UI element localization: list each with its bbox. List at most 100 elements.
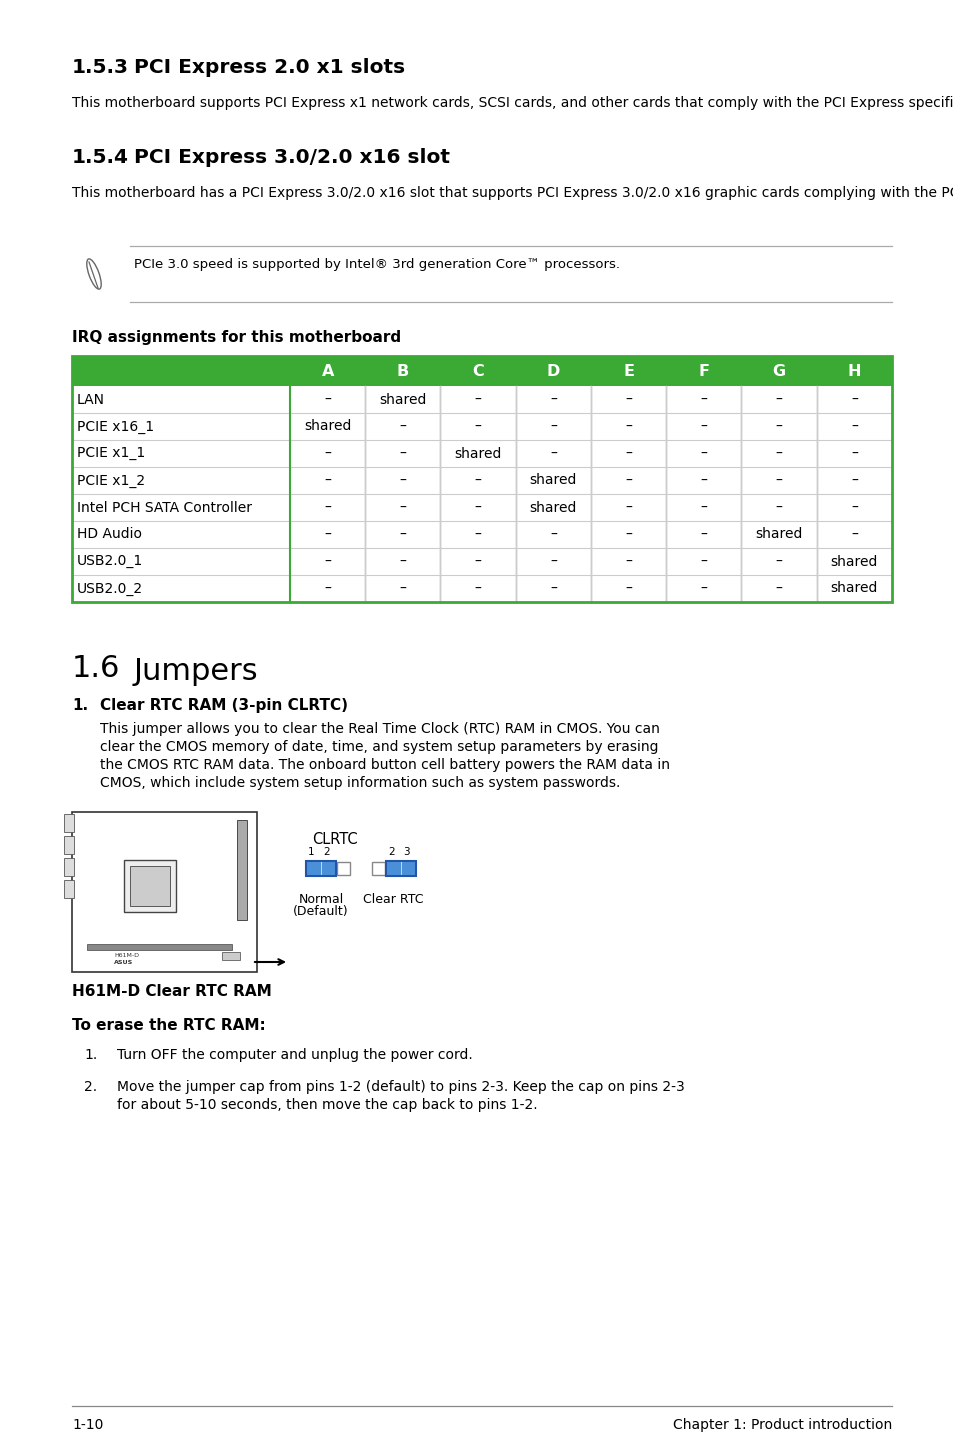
Text: CLRTC: CLRTC: [312, 833, 357, 847]
Text: IRQ assignments for this motherboard: IRQ assignments for this motherboard: [71, 329, 400, 345]
Bar: [71, 357, 891, 385]
Bar: [386, 861, 416, 876]
Text: –: –: [700, 420, 706, 433]
Text: A: A: [321, 364, 334, 378]
Text: Chapter 1: Product introduction: Chapter 1: Product introduction: [672, 1418, 891, 1432]
Text: –: –: [700, 393, 706, 407]
Text: –: –: [850, 528, 857, 542]
Bar: [71, 812, 256, 972]
Bar: [372, 861, 385, 874]
Bar: [306, 861, 335, 876]
Bar: [387, 861, 399, 874]
Bar: [401, 861, 415, 874]
Text: 1.: 1.: [84, 1048, 97, 1063]
Text: –: –: [624, 528, 632, 542]
Text: To erase the RTC RAM:: To erase the RTC RAM:: [71, 1018, 266, 1032]
Text: 2: 2: [388, 847, 395, 857]
Text: –: –: [775, 473, 781, 487]
Bar: [322, 861, 335, 874]
Bar: [130, 866, 170, 906]
Text: B: B: [396, 364, 409, 378]
Text: 3: 3: [402, 847, 409, 857]
Text: (Default): (Default): [293, 905, 349, 917]
Text: H61M-D: H61M-D: [113, 953, 139, 958]
Text: –: –: [700, 447, 706, 460]
Text: –: –: [624, 581, 632, 595]
Text: –: –: [399, 447, 406, 460]
Text: Move the jumper cap from pins 1-2 (default) to pins 2-3. Keep the cap on pins 2-: Move the jumper cap from pins 1-2 (defau…: [117, 1080, 684, 1094]
Text: for about 5-10 seconds, then move the cap back to pins 1-2.: for about 5-10 seconds, then move the ca…: [117, 1099, 537, 1112]
Text: clear the CMOS memory of date, time, and system setup parameters by erasing: clear the CMOS memory of date, time, and…: [100, 741, 658, 754]
Text: This motherboard supports PCI Express x1 network cards, SCSI cards, and other ca: This motherboard supports PCI Express x1…: [71, 96, 953, 109]
Text: –: –: [475, 581, 481, 595]
Text: shared: shared: [830, 555, 877, 568]
Text: Normal: Normal: [298, 893, 343, 906]
Text: LAN: LAN: [77, 393, 105, 407]
Text: F: F: [698, 364, 709, 378]
Text: –: –: [324, 555, 331, 568]
Text: PCIE x1_2: PCIE x1_2: [77, 473, 145, 487]
Text: –: –: [850, 420, 857, 433]
Text: 1-10: 1-10: [71, 1418, 103, 1432]
Text: shared: shared: [830, 581, 877, 595]
Text: –: –: [850, 473, 857, 487]
Text: 1.: 1.: [71, 697, 88, 713]
Text: shared: shared: [304, 420, 351, 433]
Text: Intel PCH SATA Controller: Intel PCH SATA Controller: [77, 500, 252, 515]
Text: –: –: [700, 473, 706, 487]
Text: E: E: [622, 364, 634, 378]
Text: USB2.0_2: USB2.0_2: [77, 581, 143, 595]
Text: –: –: [475, 393, 481, 407]
Text: PCI Express 3.0/2.0 x16 slot: PCI Express 3.0/2.0 x16 slot: [133, 148, 450, 167]
Text: This jumper allows you to clear the Real Time Clock (RTC) RAM in CMOS. You can: This jumper allows you to clear the Real…: [100, 722, 659, 736]
Text: –: –: [549, 420, 557, 433]
Text: H: H: [846, 364, 861, 378]
Text: –: –: [324, 528, 331, 542]
Text: –: –: [775, 447, 781, 460]
Text: –: –: [549, 528, 557, 542]
Bar: [64, 814, 74, 833]
Text: shared: shared: [454, 447, 501, 460]
Bar: [307, 861, 319, 874]
Text: C: C: [472, 364, 483, 378]
Text: –: –: [399, 528, 406, 542]
Bar: [64, 858, 74, 876]
Text: H61M-D Clear RTC RAM: H61M-D Clear RTC RAM: [71, 984, 272, 999]
Bar: [124, 860, 175, 912]
Text: PCIe 3.0 speed is supported by Intel® 3rd generation Core™ processors.: PCIe 3.0 speed is supported by Intel® 3r…: [133, 257, 619, 270]
Text: D: D: [546, 364, 559, 378]
Text: –: –: [475, 555, 481, 568]
Text: –: –: [624, 555, 632, 568]
Text: –: –: [399, 420, 406, 433]
Text: shared: shared: [529, 500, 577, 515]
Text: –: –: [475, 500, 481, 515]
Text: –: –: [700, 555, 706, 568]
Text: 2.: 2.: [84, 1080, 97, 1094]
Text: –: –: [850, 500, 857, 515]
Text: USB2.0_1: USB2.0_1: [77, 555, 143, 568]
Text: –: –: [399, 473, 406, 487]
Text: –: –: [775, 581, 781, 595]
Bar: [236, 820, 247, 920]
Bar: [71, 357, 891, 603]
Text: 1.5.3: 1.5.3: [71, 58, 129, 78]
Text: –: –: [700, 500, 706, 515]
Text: –: –: [549, 393, 557, 407]
Text: –: –: [775, 500, 781, 515]
Text: Clear RTC: Clear RTC: [363, 893, 423, 906]
Bar: [87, 943, 232, 951]
Text: PCIE x1_1: PCIE x1_1: [77, 447, 145, 460]
Text: –: –: [399, 555, 406, 568]
Text: –: –: [549, 555, 557, 568]
Text: –: –: [700, 581, 706, 595]
Text: Turn OFF the computer and unplug the power cord.: Turn OFF the computer and unplug the pow…: [117, 1048, 473, 1063]
Text: –: –: [324, 473, 331, 487]
Text: –: –: [324, 447, 331, 460]
Text: –: –: [475, 528, 481, 542]
Text: 1.6: 1.6: [71, 654, 120, 683]
Text: PCIE x16_1: PCIE x16_1: [77, 420, 154, 433]
Text: –: –: [624, 473, 632, 487]
Text: shared: shared: [529, 473, 577, 487]
Text: HD Audio: HD Audio: [77, 528, 142, 542]
Text: Jumpers: Jumpers: [133, 657, 258, 686]
